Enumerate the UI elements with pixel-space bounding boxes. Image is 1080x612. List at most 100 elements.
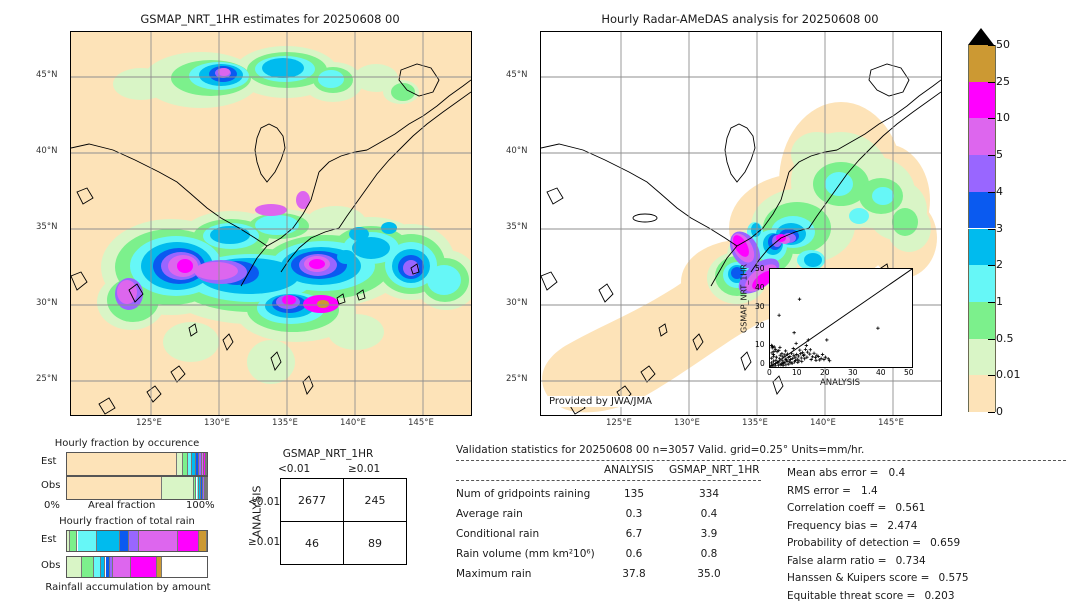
colorbar-band-5 <box>968 155 996 192</box>
right-lat-tick-40: 40°N <box>506 146 528 156</box>
scatter-point <box>781 355 785 359</box>
colorbar-band-25 <box>968 81 996 119</box>
left-panel-title: GSMAP_NRT_1HR estimates for 20250608 00 <box>140 12 400 26</box>
colorbar-band-3 <box>968 228 996 266</box>
contingency-row-axis-text: ANALYSIS <box>250 485 264 538</box>
scatter-inset: GSMAP_NRT_1HR 50 40 30 20 10 0 0 10 20 3… <box>721 260 935 410</box>
scatter-point <box>816 354 820 359</box>
scatter-xtick-40: 40 <box>876 368 886 377</box>
scatter-x-axis-label: ANALYSIS <box>819 378 861 388</box>
colorbar-tick <box>988 265 995 267</box>
scatter-point <box>792 331 796 335</box>
total-rain-row-label-est: Est <box>41 534 57 545</box>
scatter-point <box>785 352 790 356</box>
scatter-point <box>771 352 776 357</box>
scatter-point <box>803 347 808 352</box>
scatter-point <box>790 361 794 365</box>
fraction-segment <box>67 531 70 551</box>
validation-row-analysis: 135 <box>623 488 645 500</box>
validation-row-analysis: 0.6 <box>625 548 643 560</box>
gsmap-estimate-map <box>70 31 472 416</box>
fraction-segment <box>120 531 129 551</box>
colorbar-band-50 <box>968 45 996 82</box>
colorbar-label-5: 5 <box>996 148 1003 162</box>
score-label: False alarm ratio = <box>787 554 887 567</box>
scatter-point <box>777 360 781 364</box>
scatter-point <box>823 355 828 359</box>
score-row: RMS error = 1.4 <box>787 479 1077 497</box>
score-value: 0.734 <box>895 554 926 567</box>
left-lat-tick-35: 35°N <box>36 222 58 232</box>
score-value: 0.561 <box>895 502 926 514</box>
scatter-point <box>797 359 801 363</box>
fraction-segment <box>177 453 183 475</box>
left-lon-tick-140: 140°E <box>340 418 366 428</box>
fraction-segment <box>203 477 205 499</box>
fraction-segment <box>199 453 202 475</box>
scatter-point <box>809 357 813 362</box>
scatter-point <box>802 353 806 357</box>
scatter-point <box>794 341 798 346</box>
colorbar-tick <box>988 191 995 193</box>
scatter-xtick-20: 20 <box>820 368 830 377</box>
validation-rows: Num of gridpoints raining 135 334 Averag… <box>456 488 766 588</box>
occurrence-x-left: 0% <box>44 500 60 511</box>
colorbar-label-0: 0 <box>996 405 1003 418</box>
colorbar-label-25: 25 <box>996 74 1010 88</box>
right-lat-tick-30: 30°N <box>506 298 528 308</box>
scatter-point <box>773 361 778 366</box>
fraction-segment <box>94 557 101 577</box>
fraction-segment <box>82 557 95 577</box>
validation-row: Num of gridpoints raining 135 334 <box>456 488 766 508</box>
scatter-point <box>827 359 832 363</box>
right-lon-tick-130: 130°E <box>674 418 700 428</box>
validation-scores: Mean abs error = 0.4 RMS error = 1.4 Cor… <box>787 461 1077 602</box>
score-label: RMS error = <box>787 484 851 497</box>
score-row: Frequency bias = 2.474 <box>787 514 1077 532</box>
scatter-point <box>798 351 803 356</box>
scatter-point <box>794 352 799 357</box>
scatter-point <box>771 359 776 363</box>
scatter-point <box>788 354 792 359</box>
colorbar-tick <box>988 155 995 157</box>
colorbar-tick <box>988 375 995 377</box>
occurrence-connectors <box>66 475 208 477</box>
occurrence-x-label: Areal fraction <box>88 500 156 511</box>
score-label: Correlation coeff = <box>787 502 887 514</box>
scatter-point <box>777 348 781 353</box>
scatter-point <box>783 349 788 353</box>
validation-col-header-gsmap: GSMAP_NRT_1HR <box>669 464 760 476</box>
total-rain-x-label: Rainfall accumulation by amount <box>45 582 211 593</box>
validation-row-analysis: 6.7 <box>625 528 643 540</box>
right-lon-tick-145: 145°E <box>878 418 904 428</box>
colorbar-tick <box>988 301 995 303</box>
scatter-point <box>777 357 782 361</box>
left-lat-tick-40: 40°N <box>36 146 58 156</box>
fraction-segment <box>77 531 98 551</box>
score-value: 0.203 <box>924 589 955 602</box>
fraction-segment-empty <box>162 557 207 577</box>
score-value: 1.4 <box>861 484 878 497</box>
fraction-segment <box>131 557 158 577</box>
score-value: 0.659 <box>930 537 961 549</box>
fraction-segment <box>105 557 110 577</box>
scatter-point <box>801 353 806 358</box>
scatter-point <box>804 343 809 348</box>
validation-row-gsmap: 0.8 <box>700 548 718 560</box>
score-row: Equitable threat score = 0.203 <box>787 584 1077 602</box>
scatter-point <box>825 338 829 342</box>
scatter-point <box>770 343 774 348</box>
occurrence-row-label-est: Est <box>41 456 57 467</box>
scatter-point <box>773 347 778 352</box>
fraction-segment <box>178 531 199 551</box>
colorbar: 50 25 10 5 4 3 2 1 0.5 0.01 0 <box>966 28 1066 418</box>
scatter-point <box>820 352 825 357</box>
score-label: Hanssen & Kuipers score = <box>787 572 930 584</box>
scatter-point <box>806 338 811 342</box>
table-row: 46 89 <box>280 521 407 565</box>
fraction-segment <box>187 453 193 475</box>
colorbar-tick <box>988 412 995 413</box>
occurrence-row-label-obs: Obs <box>41 480 61 491</box>
validation-row-gsmap: 3.9 <box>700 528 718 540</box>
colorbar-band-1 <box>968 301 996 339</box>
